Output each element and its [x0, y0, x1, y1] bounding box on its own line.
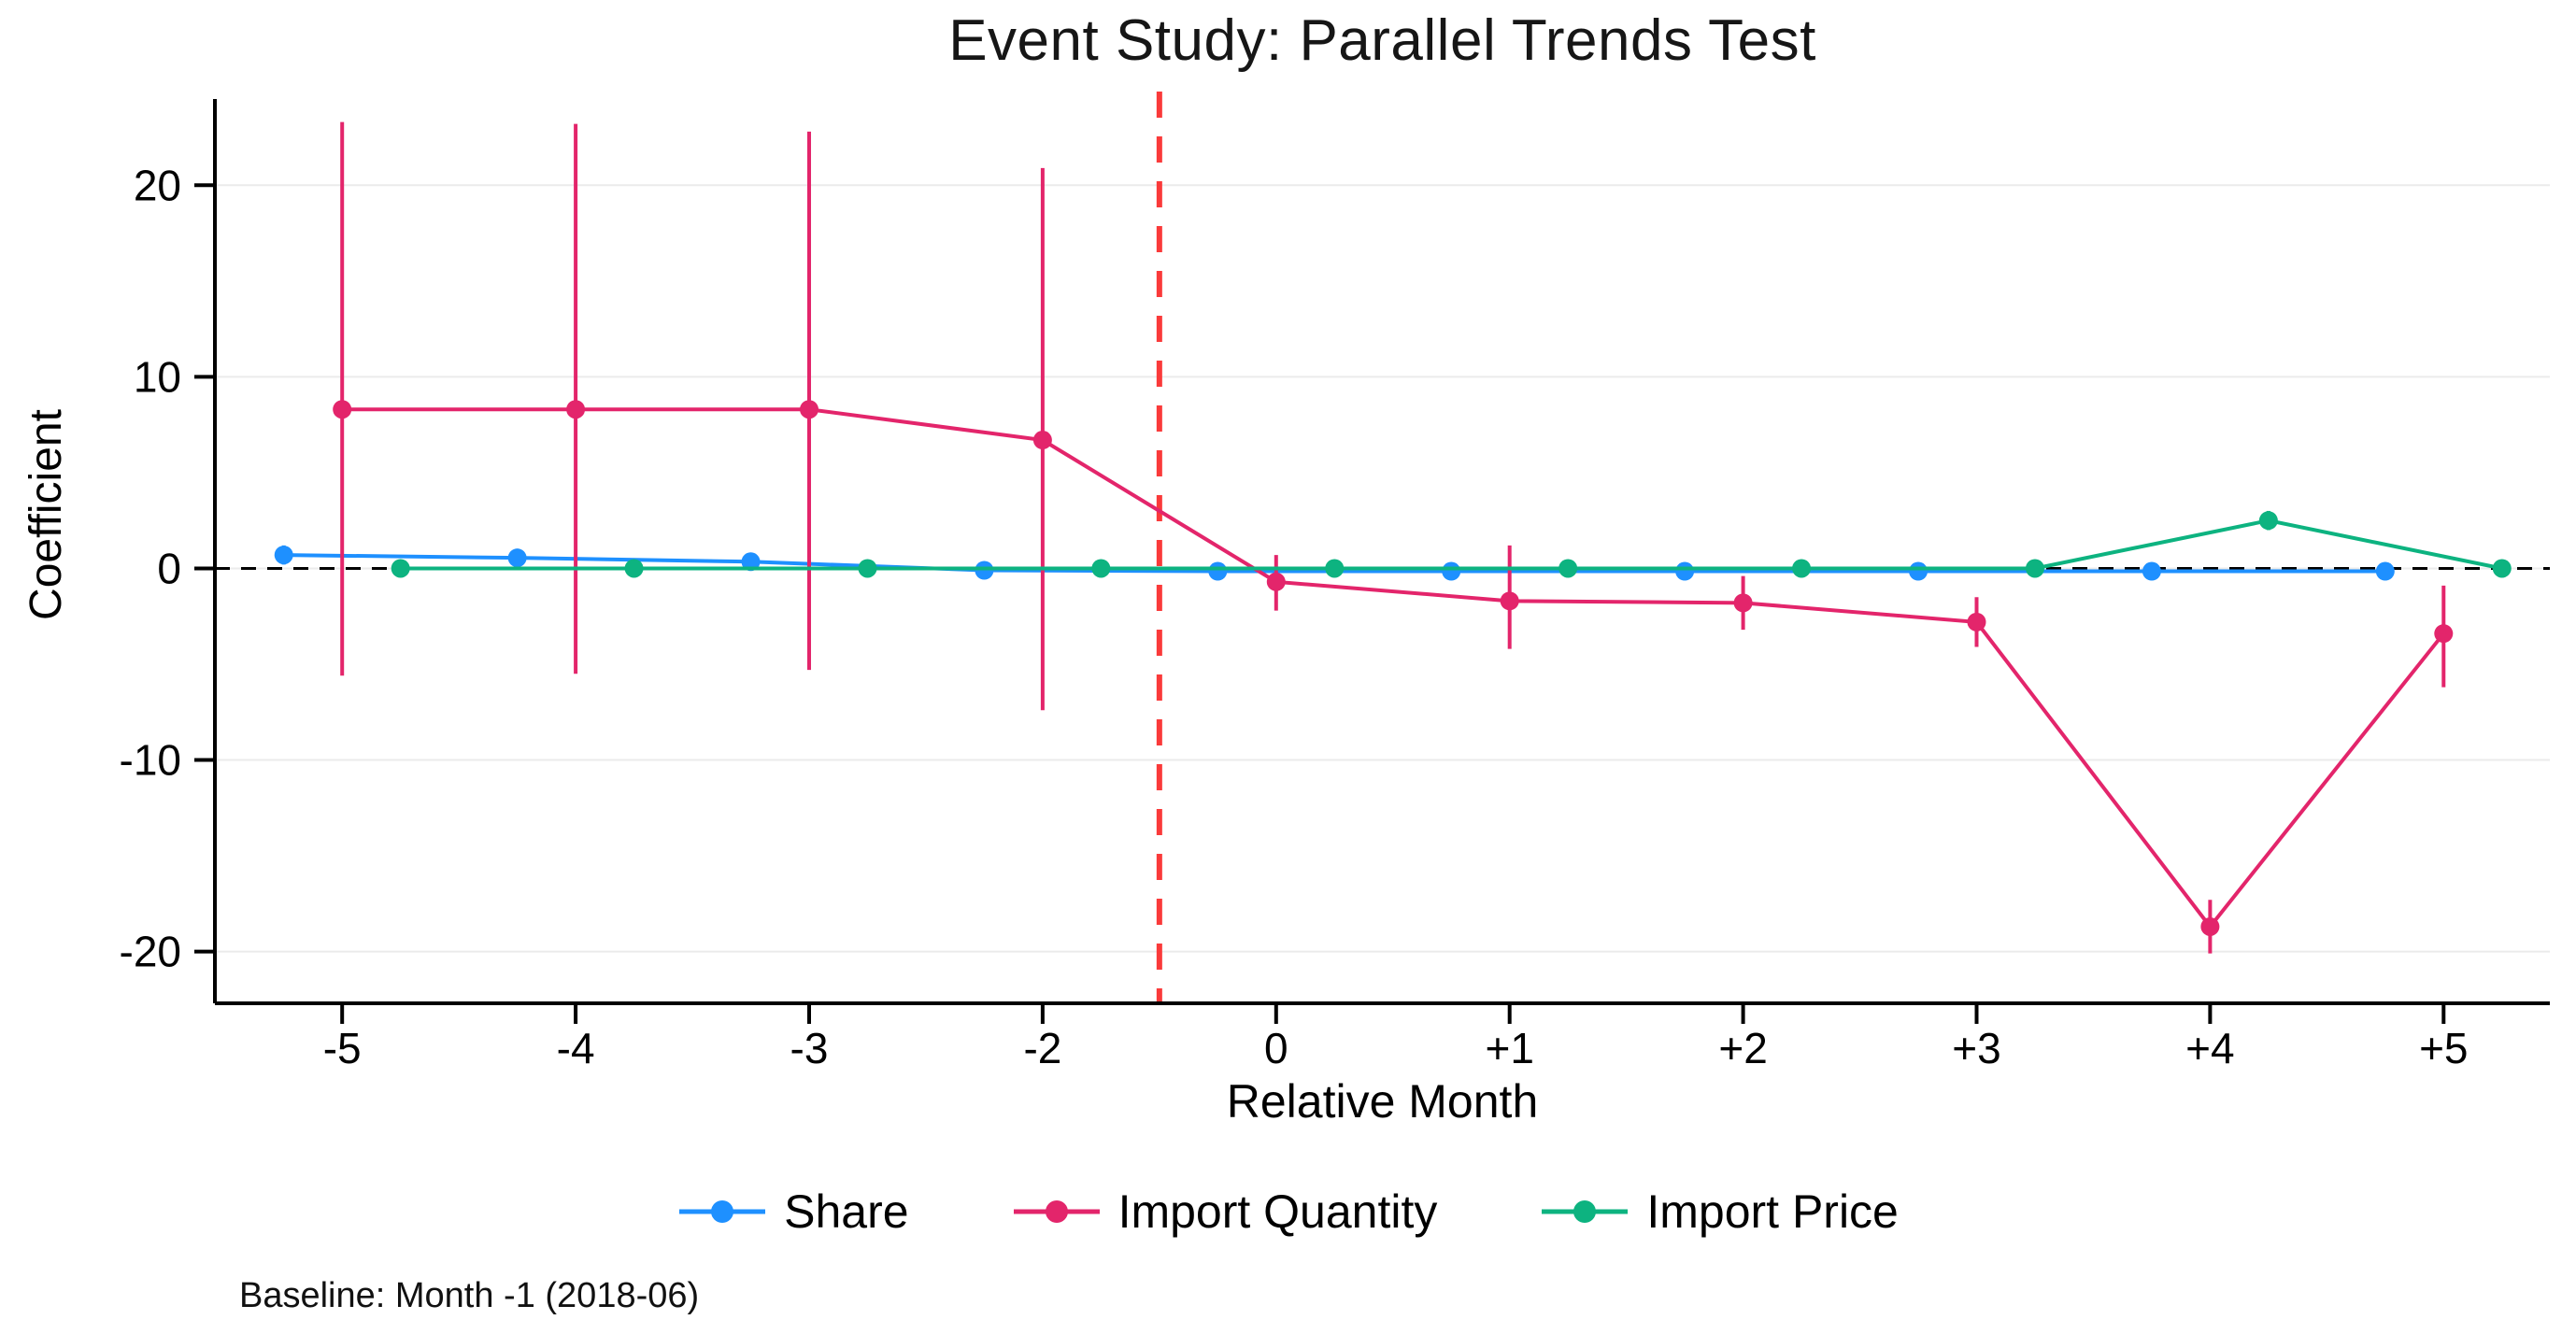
x-tick-label: +3	[1952, 1024, 2000, 1072]
x-tick-label: +4	[2185, 1024, 2234, 1072]
x-tick-label: -2	[1023, 1024, 1061, 1072]
y-tick-label: -20	[120, 928, 181, 976]
y-tick-label: 10	[134, 352, 181, 401]
legend-label-import-price: Import Price	[1646, 1185, 1899, 1238]
x-tick-label: -3	[790, 1024, 829, 1072]
legend-label-share: Share	[784, 1185, 909, 1238]
legend-item-share: Share	[677, 1185, 909, 1239]
legend: Share Import Quantity Import Price	[0, 1185, 2576, 1239]
y-tick-label: 0	[157, 545, 181, 593]
baseline-note: Baseline: Month -1 (2018-06)	[239, 1276, 700, 1315]
y-tick-label: 20	[134, 161, 181, 209]
legend-label-import-quantity: Import Quantity	[1117, 1185, 1438, 1238]
x-tick-label: +1	[1485, 1024, 1533, 1072]
x-tick-label: 0	[1264, 1024, 1288, 1072]
x-axis-label: Relative Month	[1226, 1075, 1539, 1128]
series-import-quantity	[333, 121, 2454, 954]
legend-marker-import-price-icon	[1542, 1200, 1629, 1223]
series-import-price	[391, 510, 2512, 578]
legend-item-import-quantity: Import Quantity	[1012, 1185, 1438, 1239]
x-tick-label: -5	[323, 1024, 362, 1072]
x-tick-label: +2	[1718, 1024, 1767, 1072]
x-tick-label: -4	[557, 1024, 595, 1072]
legend-marker-share-icon	[679, 1200, 766, 1223]
legend-marker-import-quantity-icon	[1013, 1200, 1100, 1223]
x-tick-label: +5	[2419, 1024, 2468, 1072]
y-tick-label: -10	[120, 736, 181, 785]
chart-title: Event Study: Parallel Trends Test	[948, 8, 1816, 73]
axes	[194, 99, 2550, 1024]
legend-item-import-price: Import Price	[1540, 1185, 1899, 1239]
